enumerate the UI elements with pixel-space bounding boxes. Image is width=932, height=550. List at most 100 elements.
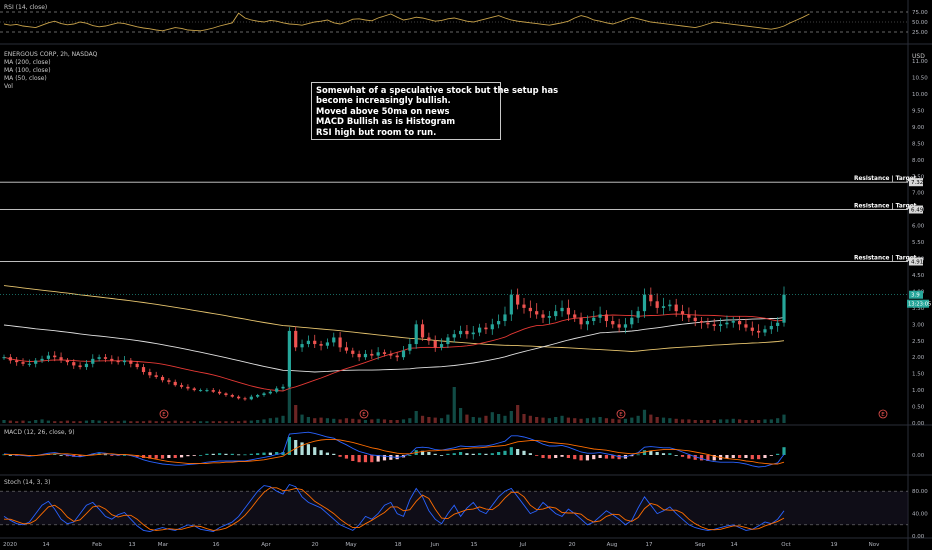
candle-body[interactable] — [706, 322, 710, 325]
candle-body[interactable] — [306, 340, 310, 345]
candle-body[interactable] — [414, 324, 418, 345]
candle-body[interactable] — [268, 391, 272, 394]
candle-body[interactable] — [757, 330, 761, 333]
candle-body[interactable] — [661, 306, 666, 308]
candle-body[interactable] — [592, 317, 596, 322]
candle-body[interactable] — [357, 353, 361, 358]
candle-body[interactable] — [401, 350, 406, 358]
candle-body[interactable] — [604, 314, 609, 322]
candle-body[interactable] — [249, 396, 253, 400]
earnings-marker[interactable] — [616, 409, 626, 419]
candle-body[interactable] — [344, 347, 349, 351]
candle-body[interactable] — [294, 330, 298, 348]
candle-body[interactable] — [566, 307, 570, 315]
candle-body[interactable] — [718, 324, 723, 326]
candle-body[interactable] — [338, 337, 342, 348]
candle-body[interactable] — [503, 314, 507, 322]
stoch-pane[interactable] — [0, 483, 908, 532]
candle-body[interactable] — [738, 321, 742, 325]
candle-body[interactable] — [237, 396, 241, 399]
candle-body[interactable] — [389, 353, 393, 356]
candle-body[interactable] — [218, 391, 222, 394]
candle-body[interactable] — [465, 330, 469, 335]
candle-body[interactable] — [122, 360, 127, 363]
candle-body[interactable] — [243, 398, 247, 400]
candle-body[interactable] — [53, 355, 57, 358]
rsi-pane[interactable] — [0, 11, 908, 33]
candle-body[interactable] — [154, 375, 158, 377]
candle-body[interactable] — [2, 357, 6, 359]
candle-body[interactable] — [630, 317, 634, 325]
candle-body[interactable] — [135, 363, 139, 368]
candle-body[interactable] — [319, 344, 323, 346]
candle-body[interactable] — [351, 350, 355, 354]
candle-body[interactable] — [256, 395, 260, 397]
candle-body[interactable] — [712, 324, 716, 326]
candle-body[interactable] — [382, 352, 387, 354]
candle-body[interactable] — [179, 385, 184, 387]
candle-body[interactable] — [198, 390, 203, 392]
candle-body[interactable] — [547, 316, 551, 318]
earnings-marker[interactable] — [878, 409, 888, 419]
candle-body[interactable] — [27, 363, 31, 365]
candle-body[interactable] — [693, 317, 697, 322]
candle-body[interactable] — [725, 322, 729, 325]
candle-body[interactable] — [528, 307, 532, 312]
candle-body[interactable] — [59, 357, 63, 361]
candle-body[interactable] — [776, 322, 780, 326]
candle-body[interactable] — [97, 357, 101, 359]
candle-body[interactable] — [763, 329, 767, 333]
candle-body[interactable] — [325, 342, 330, 346]
candle-body[interactable] — [509, 294, 513, 315]
candle-body[interactable] — [585, 321, 590, 325]
candle-body[interactable] — [84, 363, 89, 368]
candle-body[interactable] — [186, 386, 190, 389]
candle-body[interactable] — [46, 355, 50, 359]
time-axis[interactable]: 2020 14 Feb 13 Mar 16 Apr 20 May 18 Jun 15 Jul 20 Aug 1… — [3, 542, 880, 548]
candle-body[interactable] — [205, 390, 209, 392]
candle-body[interactable] — [782, 294, 786, 323]
candle-body[interactable] — [731, 321, 735, 323]
candle-body[interactable] — [439, 344, 444, 348]
candle-body[interactable] — [72, 362, 76, 366]
price-pane[interactable]: Resistance | Target Resistance | Target Re… — [0, 176, 917, 423]
candle-body[interactable] — [617, 324, 621, 328]
candle-body[interactable] — [433, 340, 437, 348]
candle-body[interactable] — [160, 376, 165, 381]
candle-body[interactable] — [623, 324, 628, 328]
candle-body[interactable] — [452, 334, 456, 338]
candle-body[interactable] — [313, 340, 317, 345]
candle-body[interactable] — [478, 327, 482, 333]
macd-pane[interactable] — [2, 431, 786, 468]
candle-body[interactable] — [484, 327, 488, 330]
candle-body[interactable] — [167, 380, 171, 382]
earnings-marker[interactable] — [159, 409, 169, 419]
candle-body[interactable] — [458, 330, 463, 335]
candle-body[interactable] — [541, 314, 545, 318]
candle-body[interactable] — [275, 388, 279, 392]
candle-body[interactable] — [680, 311, 685, 315]
candle-body[interactable] — [674, 304, 678, 312]
candle-body[interactable] — [8, 357, 12, 361]
candle-body[interactable] — [573, 314, 577, 318]
candle-body[interactable] — [668, 304, 672, 307]
annotation-box[interactable]: Somewhat of a speculative stock but the … — [311, 82, 558, 141]
candle-body[interactable] — [300, 344, 304, 348]
candle-body[interactable] — [408, 344, 412, 351]
candle-body[interactable] — [490, 324, 494, 330]
candle-body[interactable] — [370, 353, 374, 356]
candle-body[interactable] — [192, 388, 196, 391]
candle-body[interactable] — [699, 321, 704, 323]
candle-body[interactable] — [40, 358, 44, 361]
candle-body[interactable] — [173, 381, 177, 386]
candle-body[interactable] — [522, 304, 526, 308]
candle-body[interactable] — [611, 321, 615, 325]
candle-body[interactable] — [744, 324, 748, 328]
candle-body[interactable] — [560, 307, 564, 312]
candle-body[interactable] — [103, 357, 108, 359]
candle-body[interactable] — [516, 294, 520, 305]
candle-body[interactable] — [636, 311, 640, 318]
candle-body[interactable] — [78, 365, 82, 368]
candle-body[interactable] — [262, 393, 266, 396]
candle-body[interactable] — [687, 314, 691, 318]
